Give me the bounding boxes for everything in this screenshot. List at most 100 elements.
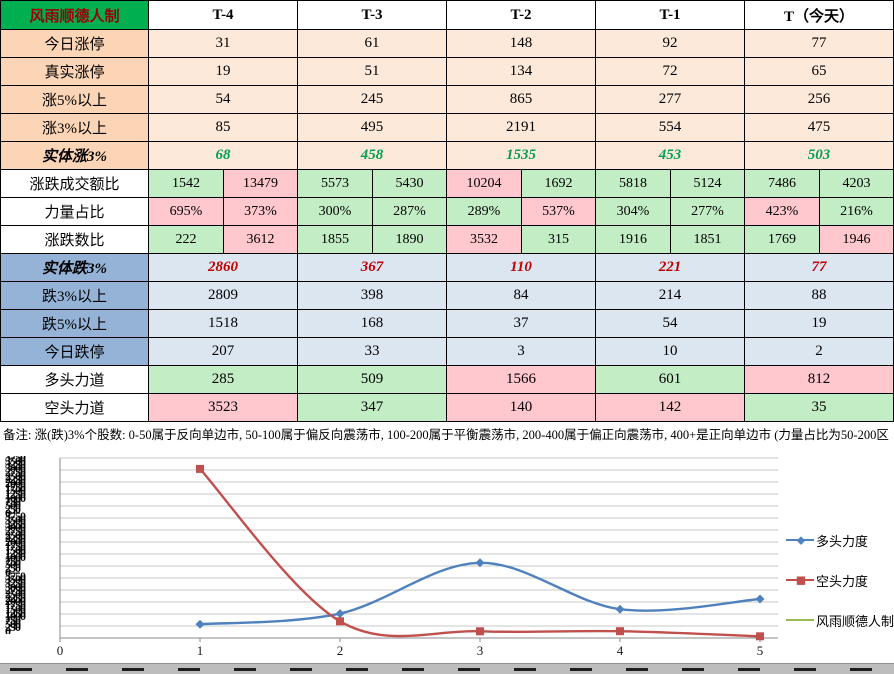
data-cell[interactable]: 142 [596,394,745,422]
data-cell[interactable]: 168 [298,310,447,338]
pair-cell-right[interactable]: 5124 [670,170,744,197]
data-cell[interactable]: 72 [596,58,745,86]
data-cell[interactable]: 1518 [149,310,298,338]
data-cell[interactable]: 285 [149,366,298,394]
row-label[interactable]: 涨5%以上 [1,86,149,114]
data-cell[interactable]: 33 [298,338,447,366]
row-label[interactable]: 涨3%以上 [1,114,149,142]
pair-cell-right[interactable]: 373% [223,198,297,225]
pair-cell-right[interactable]: 1946 [819,226,893,253]
data-cell[interactable]: 77 [745,30,894,58]
pair-cell-right[interactable]: 216% [819,198,893,225]
data-cell[interactable]: 277 [596,86,745,114]
data-cell[interactable]: 1535 [447,142,596,170]
data-cell[interactable]: 110 [447,254,596,282]
column-header[interactable]: T-4 [149,1,298,30]
data-cell[interactable]: 85 [149,114,298,142]
column-header[interactable]: T-2 [447,1,596,30]
data-cell[interactable]: 812 [745,366,894,394]
pair-cell-right[interactable]: 287% [372,198,446,225]
pair-cell-right[interactable]: 277% [670,198,744,225]
sheet-title-cell[interactable]: 风雨顺德人制 [1,1,149,30]
data-cell[interactable]: 31 [149,30,298,58]
data-cell[interactable]: 65 [745,58,894,86]
pair-cell-right[interactable]: 4203 [819,170,893,197]
data-cell[interactable]: 140 [447,394,596,422]
pair-cell-left[interactable]: 304% [596,198,670,225]
pair-cell-left[interactable]: 5818 [596,170,670,197]
data-cell[interactable]: 54 [596,310,745,338]
data-cell[interactable]: 256 [745,86,894,114]
row-label[interactable]: 力量占比 [1,198,149,226]
column-header[interactable]: T-1 [596,1,745,30]
pair-cell-right[interactable]: 5430 [372,170,446,197]
pair-cell-right[interactable]: 537% [521,198,595,225]
pair-cell-left[interactable]: 1542 [149,170,223,197]
pair-cell-left[interactable]: 7486 [745,170,819,197]
data-cell[interactable]: 2 [745,338,894,366]
row-label[interactable]: 今日跌停 [1,338,149,366]
data-cell[interactable]: 245 [298,86,447,114]
data-cell[interactable]: 19 [745,310,894,338]
row-label[interactable]: 空头力道 [1,394,149,422]
pair-cell-left[interactable]: 1916 [596,226,670,253]
column-header[interactable]: T-3 [298,1,447,30]
pair-cell-left[interactable]: 695% [149,198,223,225]
data-cell[interactable]: 347 [298,394,447,422]
data-cell[interactable]: 495 [298,114,447,142]
data-cell[interactable]: 367 [298,254,447,282]
pair-cell-left[interactable]: 222 [149,226,223,253]
pair-cell-left[interactable]: 300% [298,198,372,225]
data-cell[interactable]: 601 [596,366,745,394]
data-cell[interactable]: 61 [298,30,447,58]
notes-cell[interactable]: 备注: 涨(跌)3%个股数: 0-50属于反向单边市, 50-100属于偏反向震… [0,422,894,445]
data-cell[interactable]: 2191 [447,114,596,142]
data-cell[interactable]: 148 [447,30,596,58]
pair-cell-left[interactable]: 1855 [298,226,372,253]
pair-cell-right[interactable]: 13479 [223,170,297,197]
row-label[interactable]: 今日涨停 [1,30,149,58]
pair-cell-left[interactable]: 3532 [447,226,521,253]
row-label[interactable]: 多头力道 [1,366,149,394]
data-cell[interactable]: 458 [298,142,447,170]
pair-cell-right[interactable]: 1692 [521,170,595,197]
row-label[interactable]: 涨跌成交额比 [1,170,149,198]
data-cell[interactable]: 3523 [149,394,298,422]
data-cell[interactable]: 453 [596,142,745,170]
data-cell[interactable]: 77 [745,254,894,282]
pair-cell-left[interactable]: 289% [447,198,521,225]
data-cell[interactable]: 398 [298,282,447,310]
data-cell[interactable]: 84 [447,282,596,310]
row-label[interactable]: 跌5%以上 [1,310,149,338]
data-cell[interactable]: 554 [596,114,745,142]
pair-cell-right[interactable]: 1890 [372,226,446,253]
column-header[interactable]: T（今天） [745,1,894,30]
data-cell[interactable]: 54 [149,86,298,114]
pair-cell-right[interactable]: 1851 [670,226,744,253]
row-label[interactable]: 涨跌数比 [1,226,149,254]
data-cell[interactable]: 1566 [447,366,596,394]
legend-item[interactable]: ■ 空头力度 [786,573,894,589]
legend-item[interactable]: 风雨顺德人制 [786,613,894,629]
pair-cell-right[interactable]: 3612 [223,226,297,253]
row-label[interactable]: 真实涨停 [1,58,149,86]
pair-cell-left[interactable]: 423% [745,198,819,225]
data-cell[interactable]: 88 [745,282,894,310]
pair-cell-left[interactable]: 5573 [298,170,372,197]
data-cell[interactable]: 3 [447,338,596,366]
data-cell[interactable]: 51 [298,58,447,86]
pair-cell-right[interactable]: 315 [521,226,595,253]
data-cell[interactable]: 92 [596,30,745,58]
pair-cell-left[interactable]: 10204 [447,170,521,197]
data-cell[interactable]: 37 [447,310,596,338]
data-cell[interactable]: 509 [298,366,447,394]
data-cell[interactable]: 207 [149,338,298,366]
data-cell[interactable]: 2860 [149,254,298,282]
data-cell[interactable]: 68 [149,142,298,170]
row-label[interactable]: 实体涨3% [1,142,149,170]
data-cell[interactable]: 19 [149,58,298,86]
data-cell[interactable]: 221 [596,254,745,282]
data-cell[interactable]: 35 [745,394,894,422]
data-cell[interactable]: 2809 [149,282,298,310]
data-cell[interactable]: 10 [596,338,745,366]
